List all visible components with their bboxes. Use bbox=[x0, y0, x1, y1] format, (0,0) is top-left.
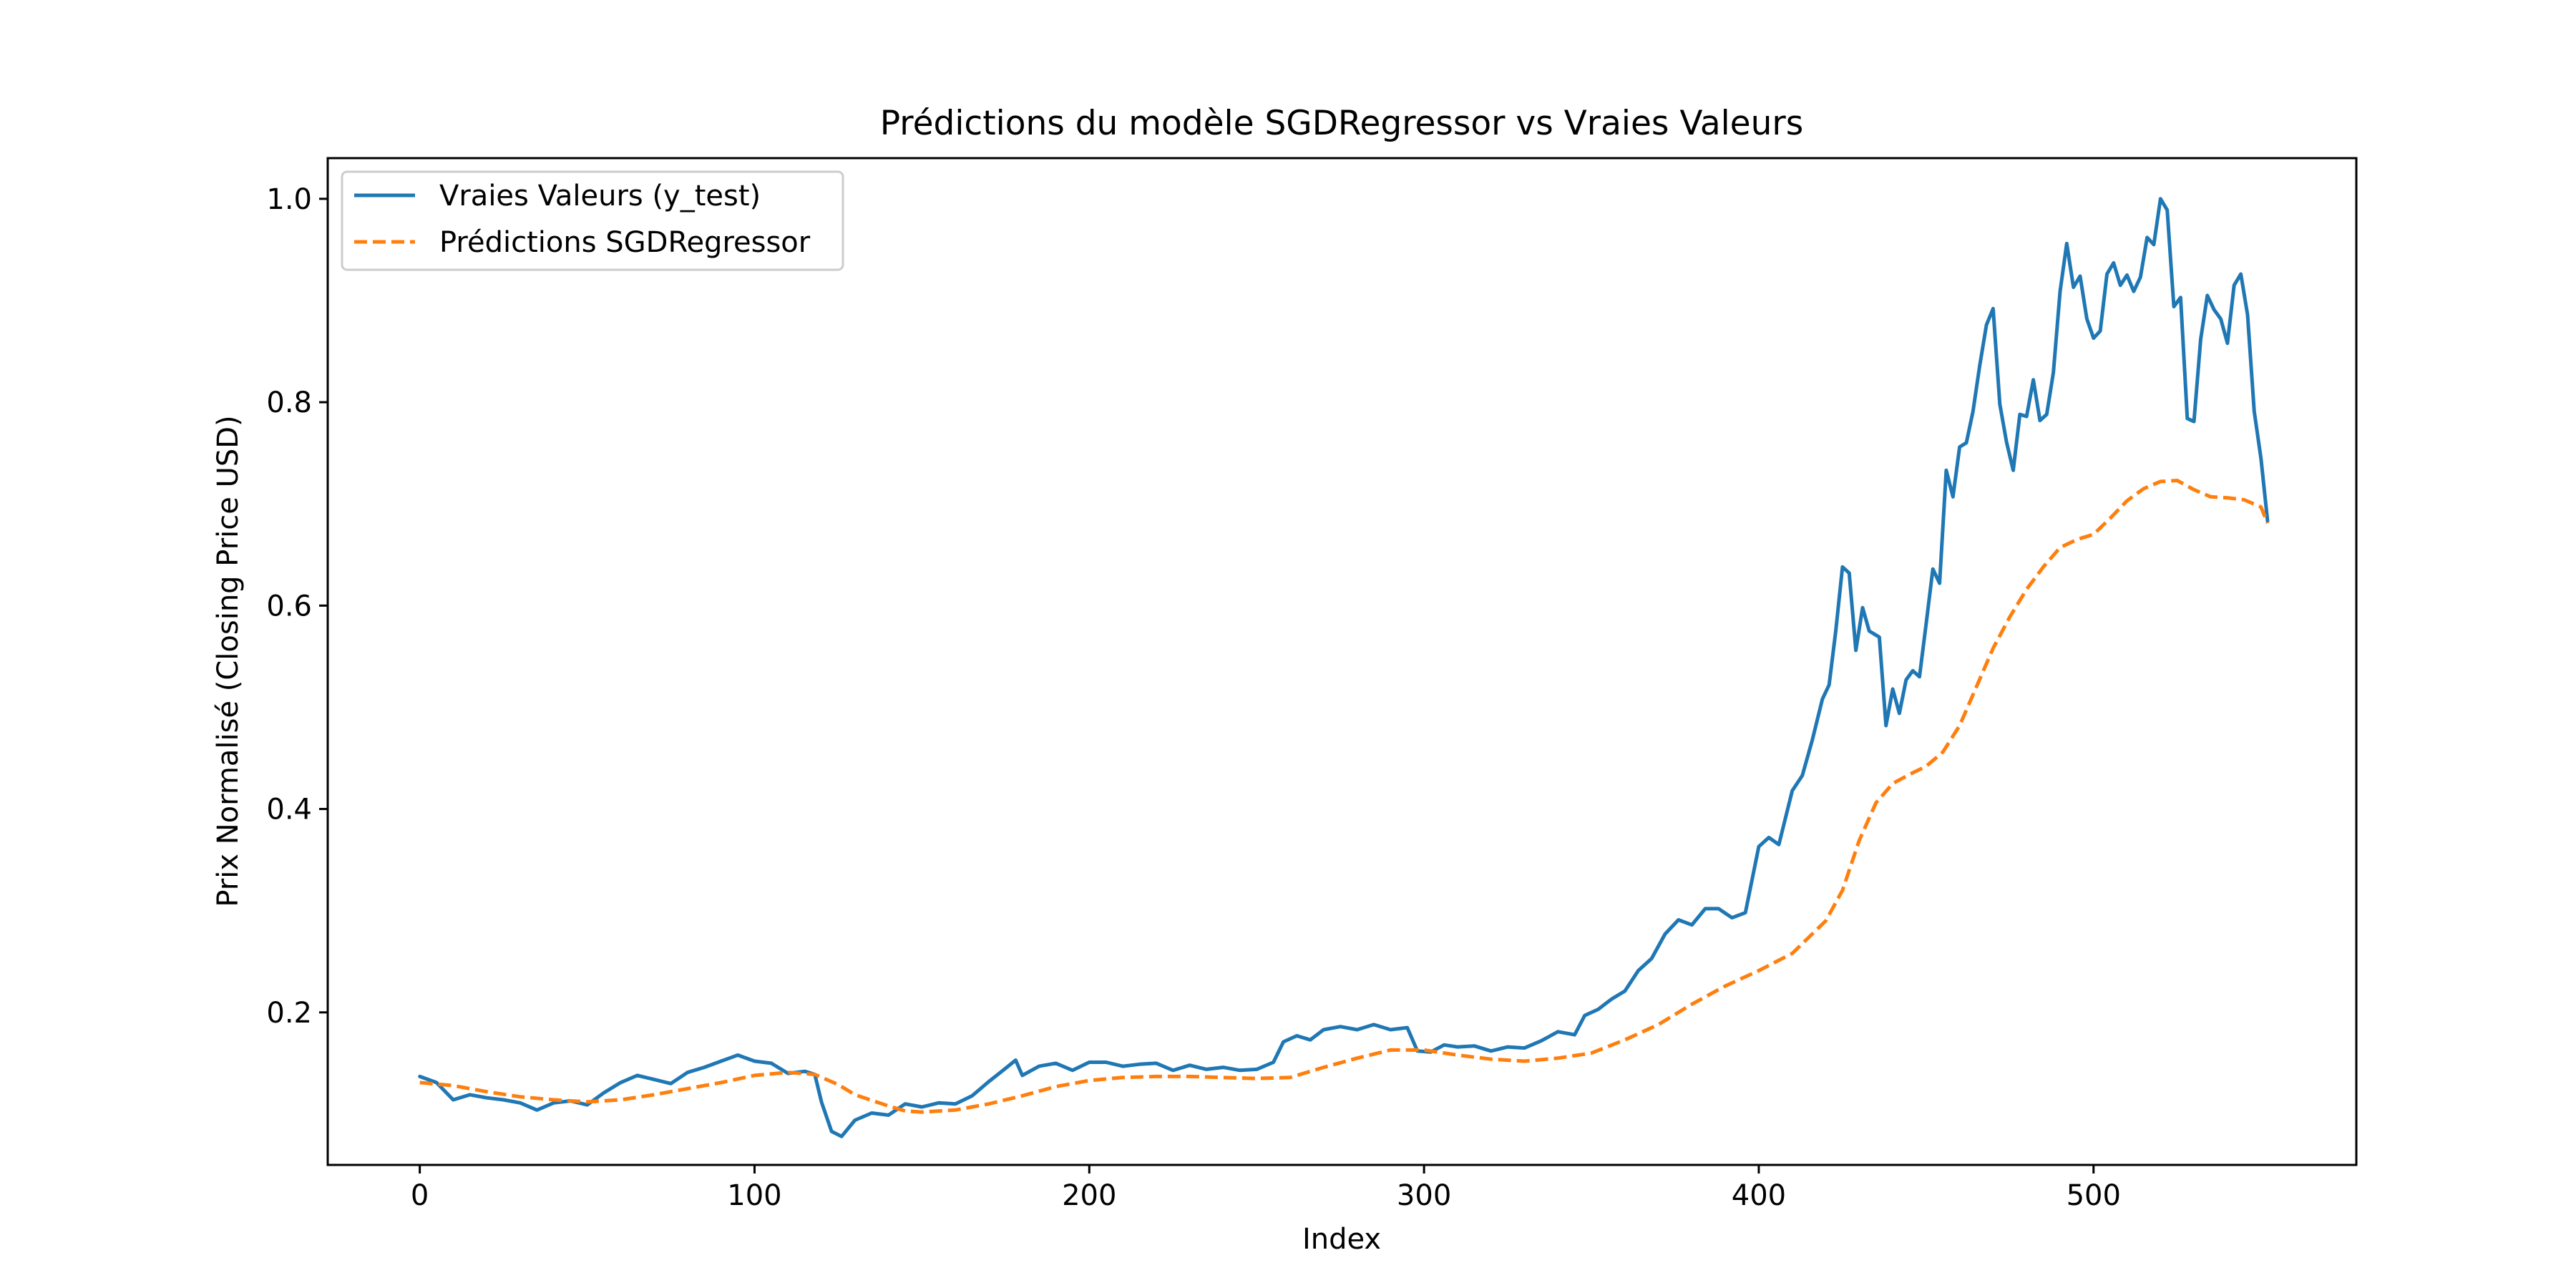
x-tick-label: 0 bbox=[411, 1179, 429, 1212]
x-axis: 0 100 200 300 400 500 bbox=[411, 1165, 2121, 1212]
y-axis-label: Prix Normalisé (Closing Price USD) bbox=[212, 415, 245, 907]
series-layer bbox=[418, 197, 2270, 1138]
y-tick-label: 1.0 bbox=[266, 183, 312, 216]
y-tick-label: 0.2 bbox=[266, 997, 312, 1030]
series-line-predictions bbox=[419, 479, 2270, 1114]
legend: Vraies Valeurs (y_test) Prédictions SGDR… bbox=[341, 170, 844, 271]
x-tick-label: 200 bbox=[1062, 1179, 1116, 1212]
plot-area bbox=[326, 157, 2358, 1166]
x-tick-label: 500 bbox=[2067, 1179, 2121, 1212]
x-tick-label: 400 bbox=[1732, 1179, 1786, 1212]
y-tick-label: 0.4 bbox=[266, 794, 312, 826]
chart-title: Prédictions du modèle SGDRegressor vs Vr… bbox=[880, 104, 1803, 143]
x-tick-label: 100 bbox=[727, 1179, 781, 1212]
y-axis: 0.2 0.4 0.6 0.8 1.0 bbox=[266, 183, 328, 1030]
axes-frame bbox=[326, 157, 2358, 1166]
x-tick-label: 300 bbox=[1397, 1179, 1451, 1212]
legend-box bbox=[341, 170, 844, 271]
legend-label-predictions: Prédictions SGDRegressor bbox=[439, 226, 811, 259]
series-line-true-values bbox=[418, 197, 2270, 1138]
legend-label-true-values: Vraies Valeurs (y_test) bbox=[439, 180, 761, 213]
x-axis-label: Index bbox=[1302, 1223, 1381, 1256]
y-tick-label: 0.6 bbox=[266, 590, 312, 623]
y-tick-label: 0.8 bbox=[266, 386, 312, 419]
